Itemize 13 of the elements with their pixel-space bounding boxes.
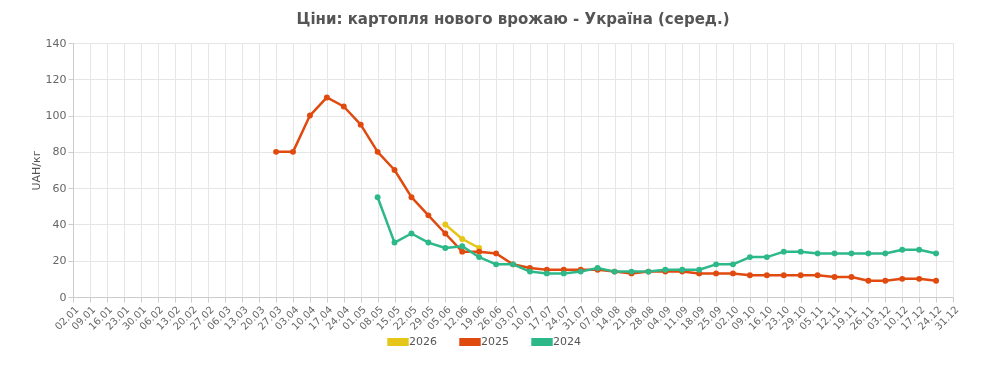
legend-label: 2024 [553, 335, 581, 348]
y-tick-label: 140 [45, 36, 67, 50]
y-tick-label: 120 [45, 72, 67, 86]
y-tick-label: 40 [52, 217, 67, 231]
y-tick-label: 100 [45, 109, 67, 123]
y-tick-label: 80 [52, 145, 67, 159]
chart-title: Ціни: картопля нового врожаю - Україна (серед.) [296, 10, 730, 28]
legend-label: 2026 [409, 335, 437, 348]
y-tick-label: 20 [52, 254, 67, 268]
y-tick-label: 60 [52, 181, 67, 195]
y-axis-title: UAH/кг [29, 150, 43, 191]
legend-label: 2025 [481, 335, 509, 348]
y-tick-label: 0 [59, 290, 67, 304]
